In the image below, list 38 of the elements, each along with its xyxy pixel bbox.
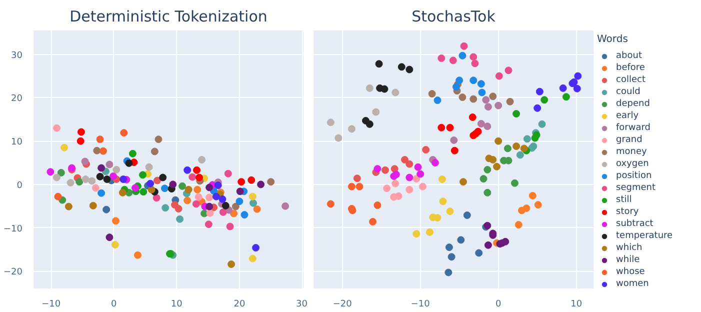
- x-tick-label: −20: [332, 300, 352, 310]
- chart-title: Deterministic Tokenization: [70, 8, 268, 26]
- legend-label: could: [616, 86, 640, 98]
- legend-label: collect: [616, 74, 646, 86]
- legend-label: story: [616, 206, 639, 218]
- legend-label: position: [616, 170, 652, 182]
- legend-label: oxygen: [616, 158, 649, 170]
- legend-label: early: [616, 110, 639, 122]
- legend-label: segment: [616, 182, 656, 194]
- legend-label: money: [616, 146, 647, 158]
- legend-label: which: [616, 242, 642, 254]
- legend-label: while: [616, 254, 640, 266]
- x-tick-label: −10: [42, 300, 61, 310]
- x-tick-label: 0: [111, 300, 118, 310]
- y-tick-label: 0: [16, 180, 23, 191]
- x-tick-label: 10: [170, 300, 183, 310]
- legend-title: Words: [597, 34, 629, 45]
- y-tick-label: 20: [11, 94, 23, 104]
- x-tick-label: −10: [410, 300, 430, 310]
- chart-title: StochasTok: [412, 8, 496, 26]
- legend-label: still: [616, 194, 633, 206]
- x-tick-label: 20: [234, 300, 246, 310]
- legend-label: forward: [616, 122, 651, 134]
- x-tick-label: 10: [570, 300, 582, 310]
- legend-label: grand: [616, 134, 642, 146]
- y-tick-label: 30: [11, 50, 23, 61]
- y-tick-label: −10: [4, 224, 23, 234]
- legend-label: depend: [616, 98, 650, 110]
- legend-label: women: [616, 278, 649, 290]
- y-tick-label: 10: [11, 138, 23, 148]
- legend-label: temperature: [616, 230, 673, 242]
- legend-label: whose: [616, 266, 645, 278]
- legend-label: about: [616, 50, 642, 62]
- y-tick-label: −20: [4, 268, 23, 278]
- legend-label: before: [616, 62, 645, 74]
- x-tick-label: 30: [296, 300, 308, 310]
- legend-label: subtract: [616, 218, 654, 230]
- x-tick-label: 0: [495, 300, 502, 310]
